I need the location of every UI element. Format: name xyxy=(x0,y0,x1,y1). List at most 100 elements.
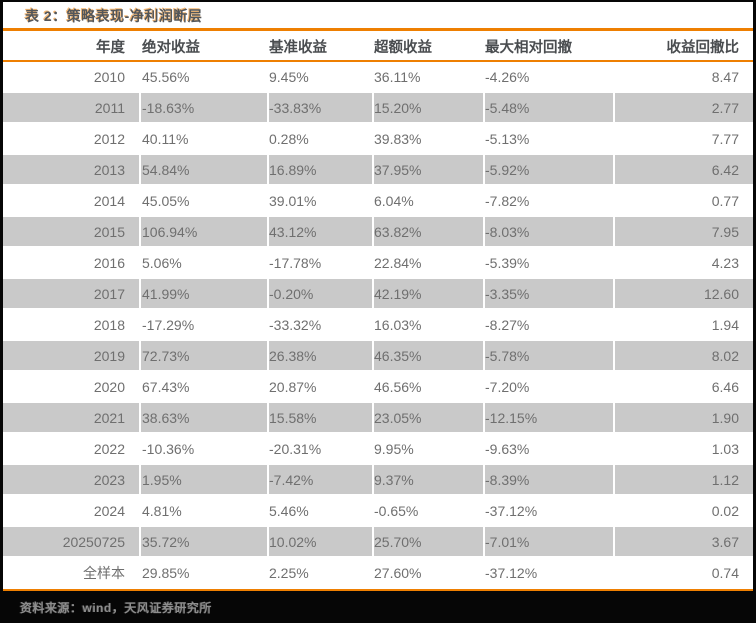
table-cell: -7.20% xyxy=(483,370,614,403)
table-row: 2021 38.63% 15.58% 23.05% -12.15% 1.90 xyxy=(3,401,753,434)
table-cell: -10.36% xyxy=(139,432,268,465)
table-cell: 16.89% xyxy=(267,153,373,186)
table-header: 年度 绝对收益 基准收益 超额收益 最大相对回撤 收益回撤比 xyxy=(3,31,753,62)
header-cell: 超额收益 xyxy=(372,31,484,62)
table-cell: 4.81% xyxy=(139,494,268,527)
table-cell: 36.11% xyxy=(372,60,484,93)
table-cell: 37.95% xyxy=(372,153,484,186)
table-cell: 1.90 xyxy=(613,401,753,434)
table-cell: 0.28% xyxy=(267,122,373,155)
table-cell: 38.63% xyxy=(139,401,268,434)
table-cell: 27.60% xyxy=(372,556,484,589)
header-cell: 绝对收益 xyxy=(139,31,268,62)
table-cell: -18.63% xyxy=(139,91,268,124)
table-cell: -5.92% xyxy=(483,153,614,186)
table-cell: 8.02 xyxy=(613,339,753,372)
table-row: 2016 5.06% -17.78% 22.84% -5.39% 4.23 xyxy=(3,246,753,279)
table-cell: -5.39% xyxy=(483,246,614,279)
table-row: 2015 106.94% 43.12% 63.82% -8.03% 7.95 xyxy=(3,215,753,248)
table-header-row: 年度 绝对收益 基准收益 超额收益 最大相对回撤 收益回撤比 xyxy=(3,31,753,62)
table-cell: 2019 xyxy=(3,339,140,372)
table-card: 表 2：策略表现-净利润断层 年度 绝对收益 基准收益 超额收益 最大相对回撤 收益回撤比… xyxy=(3,2,753,591)
header-cell: 年度 xyxy=(3,31,140,62)
table-cell: 2.77 xyxy=(613,91,753,124)
table-cell: 35.72% xyxy=(139,525,268,558)
table-cell: 2023 xyxy=(3,463,140,496)
table-cell: 42.19% xyxy=(372,277,484,310)
table-cell: -17.78% xyxy=(267,246,373,279)
table-cell: 22.84% xyxy=(372,246,484,279)
header-cell: 收益回撤比 xyxy=(613,31,753,62)
table-cell: -3.35% xyxy=(483,277,614,310)
table-cell: 2014 xyxy=(3,184,140,217)
table-cell: 67.43% xyxy=(139,370,268,403)
table-cell: 5.06% xyxy=(139,246,268,279)
table-cell: 2013 xyxy=(3,153,140,186)
table-cell: -12.15% xyxy=(483,401,614,434)
table-cell: -7.42% xyxy=(267,463,373,496)
table-row: 2012 40.11% 0.28% 39.83% -5.13% 7.77 xyxy=(3,122,753,155)
table-cell: 2024 xyxy=(3,494,140,527)
table-cell: 45.05% xyxy=(139,184,268,217)
table-row: 2013 54.84% 16.89% 37.95% -5.92% 6.42 xyxy=(3,153,753,186)
table-cell: 72.73% xyxy=(139,339,268,372)
table-cell: -7.82% xyxy=(483,184,614,217)
table-cell: 5.46% xyxy=(267,494,373,527)
table-cell: 45.56% xyxy=(139,60,268,93)
table-cell: 2015 xyxy=(3,215,140,248)
table-cell: 1.95% xyxy=(139,463,268,496)
table-cell: -5.78% xyxy=(483,339,614,372)
table-cell: -17.29% xyxy=(139,308,268,341)
table-cell: -33.32% xyxy=(267,308,373,341)
table-row: 2014 45.05% 39.01% 6.04% -7.82% 0.77 xyxy=(3,184,753,217)
table-cell: 41.99% xyxy=(139,277,268,310)
table-cell: 9.37% xyxy=(372,463,484,496)
table-cell: 15.58% xyxy=(267,401,373,434)
table-cell: 40.11% xyxy=(139,122,268,155)
table-cell: 23.05% xyxy=(372,401,484,434)
table-cell: 6.42 xyxy=(613,153,753,186)
table-cell: 2017 xyxy=(3,277,140,310)
table-cell: 15.20% xyxy=(372,91,484,124)
table-cell: 全样本 xyxy=(3,556,140,589)
table-row: 2017 41.99% -0.20% 42.19% -3.35% 12.60 xyxy=(3,277,753,310)
table-cell: 20.87% xyxy=(267,370,373,403)
table-cell: 10.02% xyxy=(267,525,373,558)
table-cell: 6.46 xyxy=(613,370,753,403)
table-cell: 46.56% xyxy=(372,370,484,403)
table-cell: 2012 xyxy=(3,122,140,155)
table-cell: -4.26% xyxy=(483,60,614,93)
table-row: 2019 72.73% 26.38% 46.35% -5.78% 8.02 xyxy=(3,339,753,372)
table-cell: -5.13% xyxy=(483,122,614,155)
table-cell: 0.02 xyxy=(613,494,753,527)
table-row: 20250725 35.72% 10.02% 25.70% -7.01% 3.67 xyxy=(3,525,753,558)
table-cell: 25.70% xyxy=(372,525,484,558)
table-cell: -9.63% xyxy=(483,432,614,465)
table-cell: 1.03 xyxy=(613,432,753,465)
table-cell: 2018 xyxy=(3,308,140,341)
table-cell: 2021 xyxy=(3,401,140,434)
table-cell: -8.27% xyxy=(483,308,614,341)
table-cell: 9.95% xyxy=(372,432,484,465)
table-cell: 7.77 xyxy=(613,122,753,155)
table-cell: 12.60 xyxy=(613,277,753,310)
table-body: 2010 45.56% 9.45% 36.11% -4.26% 8.47 2011 -18.6… xyxy=(3,60,753,589)
table-cell: 6.04% xyxy=(372,184,484,217)
table-cell: 39.83% xyxy=(372,122,484,155)
table-row: 2024 4.81% 5.46% -0.65% -37.12% 0.02 xyxy=(3,494,753,527)
table-cell: -37.12% xyxy=(483,494,614,527)
table-cell: 0.74 xyxy=(613,556,753,589)
table-row: 2020 67.43% 20.87% 46.56% -7.20% 6.46 xyxy=(3,370,753,403)
table-cell: -37.12% xyxy=(483,556,614,589)
table-cell: -7.01% xyxy=(483,525,614,558)
table-cell: 106.94% xyxy=(139,215,268,248)
header-cell: 最大相对回撤 xyxy=(483,31,614,62)
table-cell: 63.82% xyxy=(372,215,484,248)
table-cell: 2010 xyxy=(3,60,140,93)
table-cell: -8.03% xyxy=(483,215,614,248)
table-row: 2022 -10.36% -20.31% 9.95% -9.63% 1.03 xyxy=(3,432,753,465)
table-row: 2011 -18.63% -33.83% 15.20% -5.48% 2.77 xyxy=(3,91,753,124)
table-row: 2023 1.95% -7.42% 9.37% -8.39% 1.12 xyxy=(3,463,753,496)
table-cell: 8.47 xyxy=(613,60,753,93)
